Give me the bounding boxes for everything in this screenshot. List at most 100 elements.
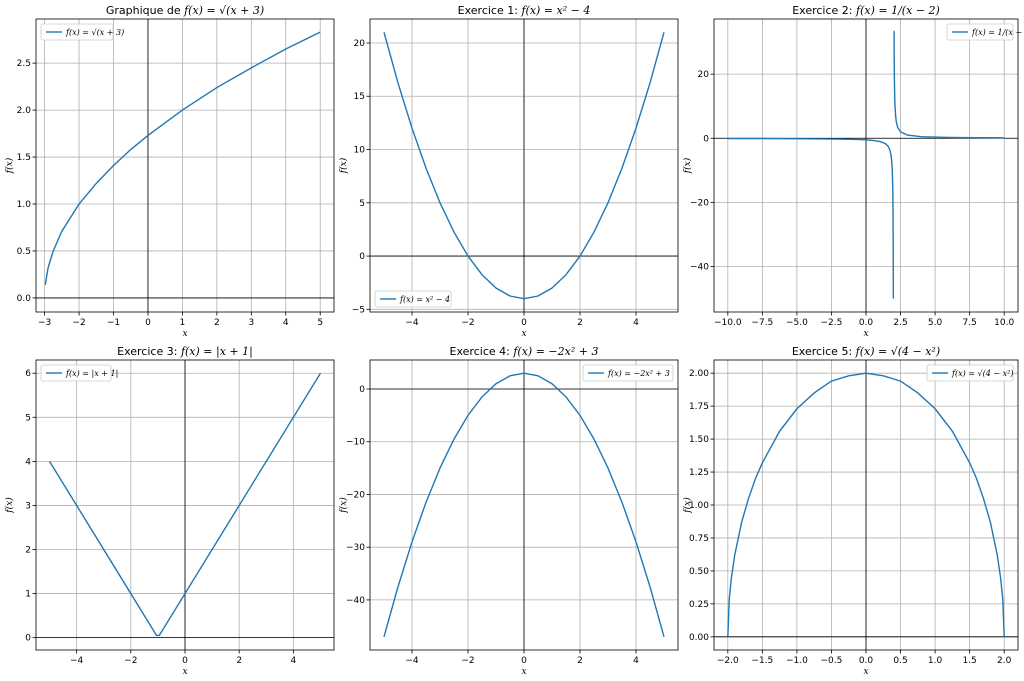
chart-title-prefix: Graphique de [106, 4, 184, 17]
x-tick-label: −1 [107, 318, 120, 328]
subplot-2: −4 −2 0 2 4 −5 0 5 10 15 20 x f(x) Exercice 1: f(x) =… [338, 4, 679, 339]
legend-box [40, 23, 114, 41]
x-tick-label: 2 [577, 318, 583, 328]
series-line [44, 31, 321, 285]
x-tick-label: 2.5 [893, 318, 907, 328]
legend-label: f(x) = 1/(x − 2) [971, 28, 1024, 37]
x-tick-label: −2 [72, 318, 85, 328]
chart-title: Exercice 2: f(x) = 1/(x − 2) [792, 4, 940, 17]
x-tick-label: 0.5 [893, 656, 907, 666]
y-tick-label: 5 [25, 413, 31, 423]
x-tick-label: 0.0 [859, 318, 874, 328]
chart-title: Exercice 3: f(x) = |x + 1| [117, 345, 253, 359]
legend: f(x) = √(4 − x²) [926, 364, 1014, 382]
chart-title: Graphique de f(x) = √(x + 3) [106, 4, 264, 17]
y-tick-label: 0.5 [17, 247, 31, 257]
chart-title-prefix: Exercice 2: [792, 4, 856, 17]
y-tick-label: 20 [354, 39, 366, 49]
x-tick-label: 0 [521, 318, 527, 328]
x-axis-label: x [521, 329, 526, 339]
y-axis-label: f(x) [338, 157, 349, 174]
y-tick-label: −20 [690, 198, 709, 208]
chart-title-prefix: Exercice 4: [450, 345, 514, 358]
x-tick-label: 5.0 [928, 318, 943, 328]
x-tick-label: −5.0 [786, 318, 808, 328]
y-tick-label: 2 [25, 546, 31, 556]
x-tick-label: 2.0 [997, 656, 1012, 666]
x-tick-label: 2 [214, 318, 220, 328]
legend-label: f(x) = √(4 − x²) [951, 369, 1013, 378]
x-tick-label: −4 [70, 656, 84, 666]
legend-label: f(x) = √(x + 3) [65, 28, 124, 37]
legend: f(x) = −2x² + 3 [582, 364, 674, 382]
y-tick-label: −20 [346, 490, 365, 500]
legend: f(x) = 1/(x − 2) [946, 23, 1024, 41]
y-tick-label: −5 [352, 305, 365, 315]
y-tick-label: 0 [359, 252, 365, 262]
x-tick-label: −2 [461, 656, 474, 666]
x-axis-label: x [182, 329, 187, 339]
x-tick-label: 2 [577, 656, 583, 666]
legend: f(x) = √(x + 3) [40, 23, 124, 41]
y-tick-label: −40 [690, 262, 709, 272]
chart-title-formula: f(x) = √(x + 3) [183, 4, 264, 17]
y-tick-label: 6 [25, 369, 31, 379]
x-tick-label: −2.0 [717, 656, 739, 666]
series-line [383, 372, 665, 638]
y-tick-label: 0.75 [689, 534, 709, 544]
chart-title: Exercice 5: f(x) = √(4 − x²) [792, 345, 940, 358]
x-tick-label: 4 [290, 656, 296, 666]
y-tick-label: 3 [25, 501, 31, 511]
x-tick-label: −3 [38, 318, 51, 328]
y-tick-label: 0 [359, 385, 365, 395]
series-line [48, 372, 322, 637]
chart-title-formula: f(x) = 1/(x − 2) [855, 4, 940, 17]
y-tick-label: 0.00 [689, 633, 709, 643]
x-tick-label: 1.5 [962, 656, 976, 666]
y-axis-label: f(x) [4, 497, 15, 514]
y-tick-label: 0 [703, 134, 709, 144]
x-tick-label: −10.0 [714, 318, 742, 328]
chart-title-formula: f(x) = −2x² + 3 [512, 345, 598, 358]
x-tick-label: −2.5 [821, 318, 843, 328]
x-tick-label: 5 [317, 318, 323, 328]
y-tick-label: 1 [25, 590, 31, 600]
y-tick-label: 2.5 [17, 59, 31, 69]
x-tick-label: −4 [405, 318, 419, 328]
x-axis-label: x [863, 329, 868, 339]
x-tick-label: −0.5 [821, 656, 843, 666]
y-tick-label: 0.25 [689, 600, 709, 610]
x-tick-label: −4 [405, 656, 419, 666]
y-tick-label: 10 [354, 146, 366, 156]
x-tick-label: 1 [180, 318, 186, 328]
legend-box [40, 364, 112, 382]
x-tick-label: 3 [248, 318, 254, 328]
x-axis-label: x [521, 667, 526, 677]
y-axis-label: f(x) [682, 157, 693, 174]
y-tick-label: 0.0 [17, 294, 32, 304]
x-tick-label: 0 [182, 656, 188, 666]
legend-box [926, 364, 1014, 382]
legend-label: f(x) = −2x² + 3 [607, 369, 670, 378]
y-tick-label: 20 [698, 70, 710, 80]
y-tick-label: 4 [25, 457, 31, 467]
legend-label: f(x) = x² − 4 [399, 295, 450, 304]
y-tick-label: 2.0 [17, 106, 32, 116]
legend: f(x) = |x + 1| [40, 364, 118, 382]
x-tick-label: −7.5 [751, 318, 773, 328]
subplot-3: −10.0 −7.5 −5.0 −2.5 0.0 2.5 5.0 7.5 10.0 −40 −20 0… [682, 4, 1024, 339]
chart-title: Exercice 1: f(x) = x² − 4 [458, 4, 591, 17]
y-tick-label: 1.5 [17, 153, 31, 163]
x-tick-label: 4 [633, 318, 639, 328]
subplot-1: −3 −2 −1 0 1 2 3 4 5 0.0 0.5 1.0 1.5 2.0 2.5 x f(x) Graph… [4, 4, 335, 339]
x-tick-label: 4 [283, 318, 289, 328]
y-tick-label: −10 [346, 438, 365, 448]
chart-title-prefix: Exercice 5: [792, 345, 856, 358]
x-tick-label: 2 [236, 656, 242, 666]
x-tick-label: −2 [124, 656, 137, 666]
x-tick-label: −2 [461, 318, 474, 328]
x-tick-label: 10.0 [994, 318, 1014, 328]
y-tick-label: 1.50 [689, 435, 709, 445]
